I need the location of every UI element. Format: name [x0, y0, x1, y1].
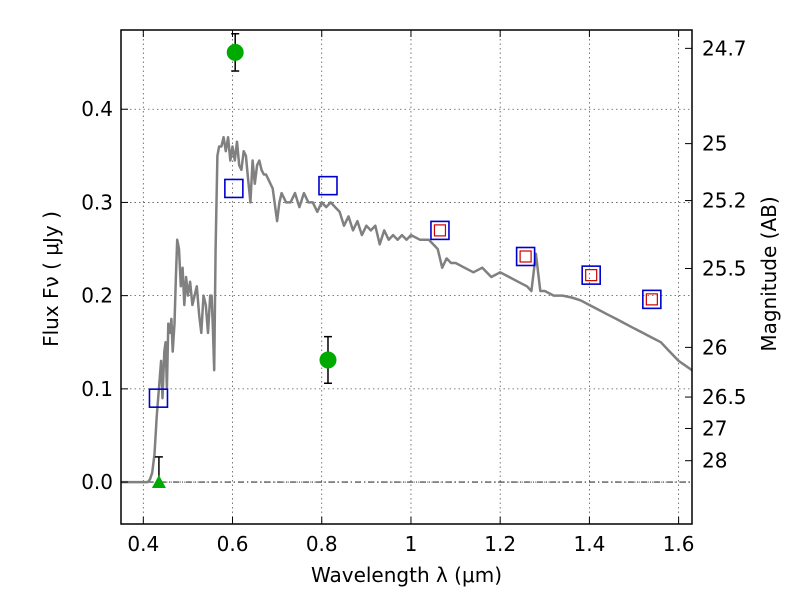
- x-tick-label: 1.4: [573, 532, 605, 556]
- axis-ticks: 0.4 0.6 0.8 1 1.2 1.4 1.6 0.0 0.1 0.2 0.3 0.4 24.7 25…: [81, 30, 747, 556]
- right-axis-label: Magnitude (AB): [757, 196, 781, 351]
- y-tick-label: 0.3: [81, 190, 113, 214]
- inner-flux-square: [585, 269, 598, 282]
- x-tick-label: 1: [405, 532, 418, 556]
- observed-flux-point: [319, 351, 337, 369]
- model-flux-square: [430, 220, 450, 241]
- y-axis-label: Flux Fν ( μJy ): [39, 211, 63, 347]
- inner-flux-square: [433, 224, 447, 237]
- plot-frame: [120, 29, 693, 525]
- observed-flux-point: [226, 43, 244, 61]
- x-tick-label: 0.6: [217, 532, 249, 556]
- grid-lines: [121, 30, 692, 524]
- model-flux-square: [148, 388, 169, 408]
- y-tick-label: 0.1: [81, 377, 113, 401]
- y-tick-label: 0.0: [81, 470, 113, 494]
- right-tick-label: 25.2: [702, 189, 747, 213]
- model-flux-square: [515, 246, 536, 267]
- model-flux-square: [318, 175, 338, 196]
- inner-flux-square: [645, 293, 658, 306]
- right-tick-label: 26: [702, 335, 727, 359]
- right-tick-label: 25.5: [702, 257, 747, 281]
- x-tick-label: 1.2: [484, 532, 516, 556]
- sed-model-line: [121, 135, 693, 484]
- x-tick-label: 0.4: [127, 532, 159, 556]
- right-tick-label: 25: [702, 132, 727, 156]
- y-tick-label: 0.2: [81, 284, 113, 308]
- plot-area: [121, 32, 693, 489]
- right-tick-label: 26.5: [702, 385, 747, 409]
- model-flux-square: [581, 265, 601, 285]
- right-tick-label: 24.7: [702, 36, 747, 60]
- y-tick-label: 0.4: [81, 97, 113, 121]
- model-flux-square: [224, 178, 244, 199]
- right-tick-label: 27: [702, 416, 727, 440]
- right-tick-label: 28: [702, 449, 727, 473]
- inner-flux-square: [519, 250, 532, 263]
- x-tick-label: 1.6: [663, 532, 695, 556]
- upper-limit-marker: [151, 475, 166, 489]
- model-flux-square: [642, 289, 662, 310]
- x-tick-label: 0.8: [306, 532, 338, 556]
- x-axis-label: Wavelength λ (μm): [311, 563, 502, 587]
